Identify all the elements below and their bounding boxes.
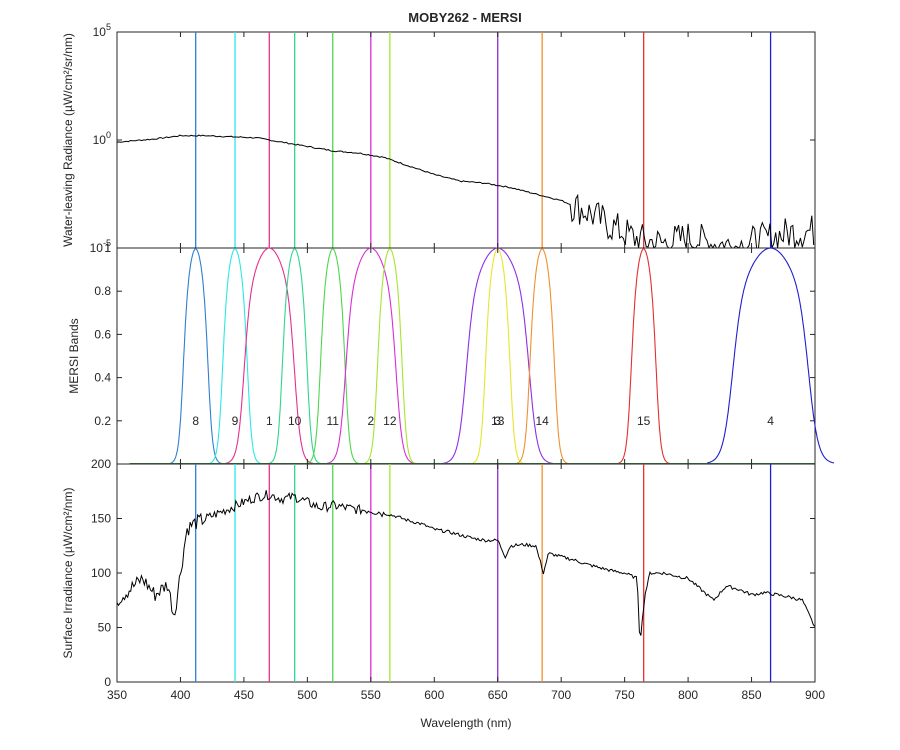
band-label: 2 [367, 414, 374, 428]
irradiance-panel: Surface Irradiance (µW/cm²/nm) 0 50 100 150… [61, 457, 816, 689]
y-tick-label: 0.6 [94, 327, 111, 341]
radiance-series-line [116, 134, 815, 250]
band-label: 4 [767, 414, 774, 428]
x-tick-label: 400 [170, 688, 190, 702]
y-tick-label: 10-5 [90, 238, 111, 255]
y-tick-label: 100 [91, 566, 111, 580]
band-label: 9 [232, 414, 239, 428]
band-response-4 [706, 247, 835, 464]
band-label: 14 [535, 414, 549, 428]
x-tick-label: 850 [742, 688, 762, 702]
y-tick-label: 50 [98, 621, 112, 635]
y-tick-label: 150 [91, 512, 111, 526]
band-label: 12 [383, 414, 397, 428]
irradiance-plot-area [116, 463, 816, 683]
x-tick-label: 600 [424, 688, 444, 702]
x-tick-label: 450 [234, 688, 254, 702]
radiance-y-axis-label: Water-leaving Radiance (µW/cm²/sr/nm) [61, 33, 75, 247]
bands-plot-area [116, 247, 816, 465]
bands-y-axis-label: MERSI Bands [67, 318, 81, 393]
y-tick-label: 200 [91, 457, 111, 471]
chart-title: MOBY262 - MERSI [408, 10, 521, 25]
x-tick-label: 550 [361, 688, 381, 702]
band-label: 3 [494, 414, 501, 428]
x-tick-label: 700 [551, 688, 571, 702]
y-tick-label: 105 [93, 22, 111, 39]
y-tick-label: 100 [93, 130, 111, 147]
band-label: 11 [327, 414, 340, 428]
bands-panel: MERSI Bands 0.20.40.60.811 8 9 1 10 11 2 12 133… [67, 241, 835, 465]
band-label: 8 [192, 414, 199, 428]
x-tick-label: 350 [107, 688, 127, 702]
x-tick-label: 900 [805, 688, 825, 702]
x-tick-label: 750 [615, 688, 635, 702]
y-tick-label: 0.8 [94, 284, 111, 298]
y-tick-label: 1 [104, 241, 111, 255]
band-label: 15 [637, 414, 651, 428]
radiance-panel: Water-leaving Radiance (µW/cm²/sr/nm) 10… [61, 22, 816, 255]
x-tick-label: 800 [678, 688, 698, 702]
radiance-plot-area [116, 31, 816, 249]
band-label: 10 [288, 414, 302, 428]
y-tick-label: 0.4 [94, 371, 111, 385]
x-tick-label: 500 [297, 688, 317, 702]
band-label: 1 [266, 414, 273, 428]
x-tick-label: 650 [488, 688, 508, 702]
y-tick-label: 0.2 [94, 414, 111, 428]
irradiance-y-axis-label: Surface Irradiance (µW/cm²/nm) [61, 488, 75, 659]
x-axis-label: Wavelength (nm) [421, 716, 512, 730]
y-tick-label: 1 [104, 241, 111, 255]
y-tick-label: 0 [104, 675, 111, 689]
irradiance-series-line [116, 490, 815, 636]
band-response-1 [218, 247, 321, 465]
band-label: 13 [491, 414, 505, 428]
